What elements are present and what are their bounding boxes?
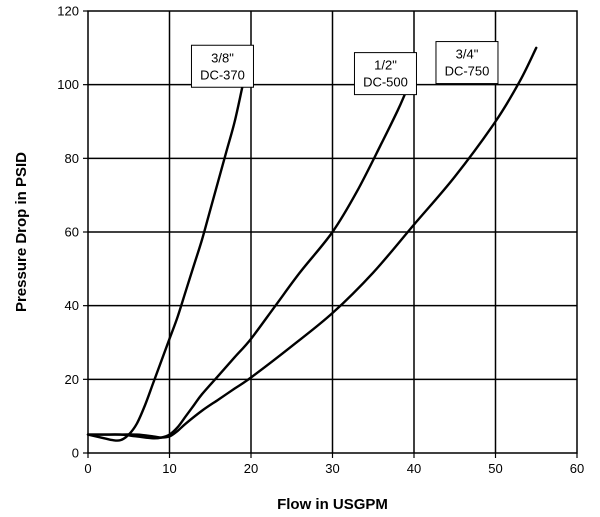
- curve-label-box: [435, 41, 499, 85]
- curve-label-box: [353, 52, 417, 96]
- curve-label-2: 1/2" DC-500: [353, 52, 417, 96]
- series-line-2: [86, 72, 416, 440]
- x-tick-label: 0: [84, 461, 91, 476]
- curve-label-model: DC-500: [363, 75, 408, 90]
- series-line-3: [86, 46, 538, 439]
- tick-marks: [83, 10, 578, 458]
- x-axis-title: Flow in USGPM: [277, 496, 388, 513]
- x-tick-label: 20: [244, 461, 258, 476]
- y-tick-label: 40: [65, 298, 79, 313]
- curve-label-1: 3/8" DC-370: [190, 44, 254, 88]
- curve-label-size: 3/8": [211, 50, 234, 65]
- y-axis-title: Pressure Drop in PSID: [13, 152, 30, 312]
- x-tick-label: 10: [162, 461, 176, 476]
- series-lines: [86, 46, 538, 442]
- series-line-1: [86, 46, 253, 442]
- plot-frame: [87, 10, 578, 454]
- curve-label-model: DC-370: [200, 67, 245, 82]
- tick-labels: 0 10 20 30 40 50 60 0 20 40 60 80 100 120: [57, 4, 584, 477]
- y-tick-label: 80: [65, 151, 79, 166]
- x-tick-label: 60: [570, 461, 584, 476]
- curve-label-3: 3/4" DC-750: [435, 41, 499, 85]
- curve-label-box: [190, 44, 254, 88]
- y-tick-label: 120: [57, 4, 79, 19]
- x-tick-label: 40: [407, 461, 421, 476]
- curve-label-model: DC-750: [445, 64, 490, 79]
- y-tick-label: 60: [65, 225, 79, 240]
- y-tick-label: 100: [57, 77, 79, 92]
- y-tick-label: 20: [65, 372, 79, 387]
- curve-label-size: 3/4": [456, 47, 479, 62]
- x-tick-label: 50: [488, 461, 502, 476]
- y-tick-label: 0: [72, 446, 79, 461]
- x-tick-label: 30: [325, 461, 339, 476]
- curve-label-size: 1/2": [374, 58, 397, 73]
- curve-labels: 3/8" DC-370 1/2" DC-500 3/4" DC-750: [190, 41, 499, 96]
